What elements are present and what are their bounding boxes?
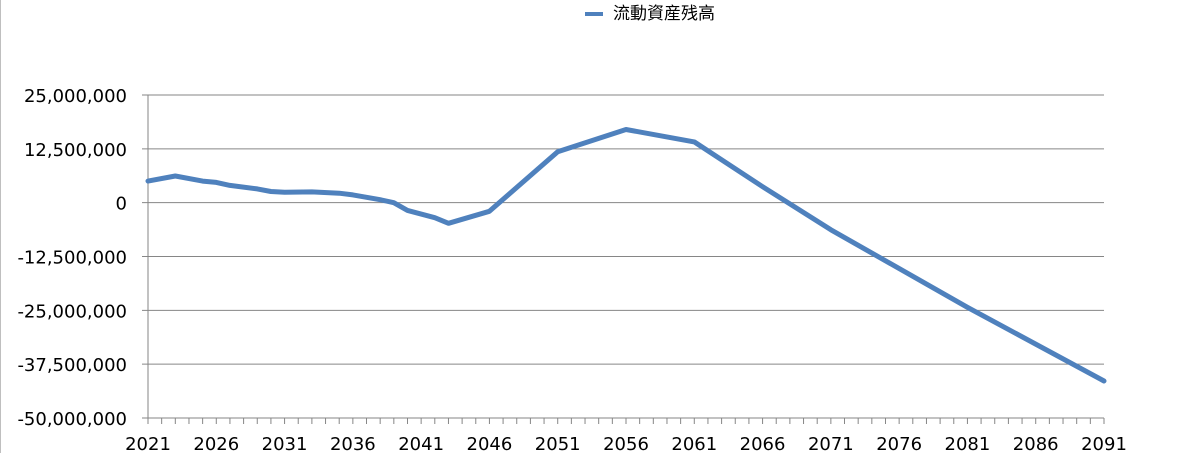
y-axis-tick-labels: 25,000,000 12,500,000 0 -12,500,000 -25,000,…	[17, 86, 127, 430]
x-axis-ticks	[147, 418, 1105, 424]
x-axis-tick-labels: 2021 2026 2031 2036 2041 2046 2051 2056 2061 2066…	[125, 434, 1127, 453]
y-tick-label: -25,000,000	[17, 301, 127, 322]
x-tick-label: 2021	[125, 434, 171, 453]
x-tick-label: 2061	[671, 434, 717, 453]
legend-label: 流動資産残高	[613, 4, 715, 24]
gridlines	[142, 94, 1104, 419]
y-tick-label: -37,500,000	[17, 355, 127, 376]
y-tick-label: -50,000,000	[17, 409, 127, 430]
axes	[142, 95, 1104, 419]
x-tick-label: 2081	[945, 434, 991, 453]
x-tick-label: 2046	[467, 434, 513, 453]
x-tick-label: 2041	[398, 434, 444, 453]
legend: 流動資産残高	[585, 2, 715, 26]
x-tick-label: 2056	[603, 434, 649, 453]
x-tick-label: 2026	[193, 434, 239, 453]
y-tick-label: 0	[116, 194, 127, 215]
y-tick-label: -12,500,000	[17, 248, 127, 269]
x-tick-label: 2051	[535, 434, 581, 453]
x-tick-label: 2066	[740, 434, 786, 453]
x-tick-label: 2091	[1081, 434, 1127, 453]
x-tick-label: 2071	[808, 434, 854, 453]
x-tick-label: 2086	[1013, 434, 1059, 453]
x-tick-label: 2031	[262, 434, 308, 453]
y-tick-label: 12,500,000	[24, 140, 127, 161]
y-tick-label: 25,000,000	[24, 86, 127, 107]
legend-swatch	[585, 12, 603, 16]
x-tick-label: 2036	[330, 434, 376, 453]
series-line	[145, 127, 1107, 384]
x-tick-label: 2076	[876, 434, 922, 453]
series-layer	[145, 127, 1107, 384]
